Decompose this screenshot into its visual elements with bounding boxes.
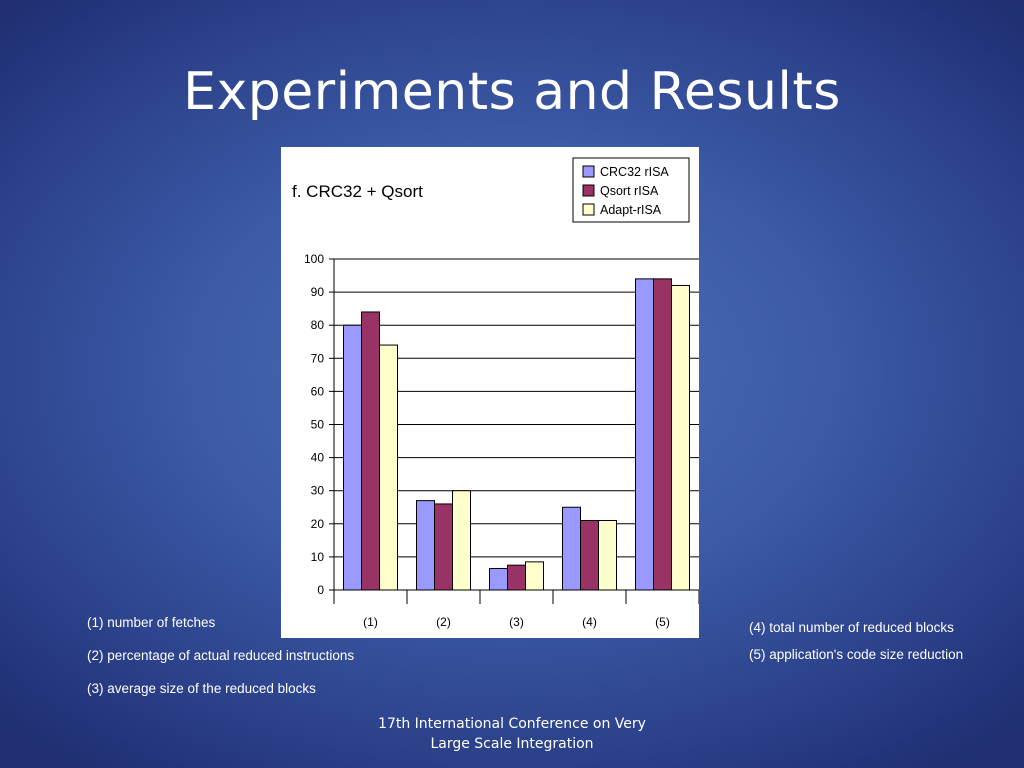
- chart-panel: f. CRC32 + Qsort 0 10 20 30 40 50 60 70 80 90 100 (…: [281, 147, 699, 638]
- note-5: (5) application's code size reduction: [749, 647, 964, 662]
- bar: [671, 284, 690, 591]
- slide-title: Experiments and Results: [183, 62, 841, 122]
- y-tick-label: 30: [311, 484, 325, 498]
- legend-label: CRC32 rISA: [600, 165, 669, 179]
- bar: [434, 503, 453, 591]
- bar: [562, 506, 581, 591]
- y-tick-label: 50: [311, 418, 325, 432]
- legend-label: Adapt-rISA: [600, 203, 662, 217]
- note-2: (2) percentage of actual reduced instruc…: [87, 648, 355, 663]
- x-tick-label: (5): [655, 615, 670, 629]
- bar: [361, 311, 380, 591]
- note-1: (1) number of fetches: [87, 615, 216, 630]
- bar: [598, 519, 617, 591]
- bar: [580, 519, 599, 591]
- footer-line-2: Large Scale Integration: [430, 736, 594, 752]
- note-3: (3) average size of the reduced blocks: [87, 681, 316, 696]
- bar: [416, 500, 435, 591]
- legend-swatch: [582, 165, 595, 178]
- footer: 17th International Conference on Very La…: [0, 714, 1024, 754]
- bar: [525, 561, 544, 591]
- bar: [489, 567, 508, 591]
- x-tick-label: (1): [363, 615, 378, 629]
- y-tick-label: 80: [311, 318, 325, 332]
- y-tick-label: 20: [311, 517, 325, 531]
- y-tick-label: 90: [311, 285, 325, 299]
- legend: CRC32 rISA Qsort rISA Adapt-rISA: [572, 157, 690, 223]
- axes: 0 10 20 30 40 50 60 70 80 90 100 (1) (2) (3) (4) (5): [304, 252, 699, 629]
- y-tick-label: 60: [311, 384, 325, 398]
- x-tick-label: (4): [582, 615, 597, 629]
- x-tick-label: (2): [436, 615, 451, 629]
- bar: [635, 278, 654, 591]
- note-4: (4) total number of reduced blocks: [749, 620, 954, 635]
- bar: [653, 278, 672, 591]
- legend-swatch: [582, 203, 595, 216]
- legend-swatch: [582, 184, 595, 197]
- y-tick-label: 100: [304, 252, 324, 266]
- bar: [343, 324, 362, 591]
- y-tick-label: 0: [317, 583, 324, 597]
- bar-chart: f. CRC32 + Qsort 0 10 20 30 40 50 60 70 80 90 100 (…: [292, 157, 699, 629]
- y-tick-label: 70: [311, 351, 325, 365]
- bar: [379, 344, 398, 591]
- footer-line-1: 17th International Conference on Very: [378, 716, 646, 732]
- legend-label: Qsort rISA: [600, 184, 659, 198]
- y-tick-label: 40: [311, 451, 325, 465]
- bar: [452, 490, 471, 591]
- bar: [507, 564, 526, 591]
- y-tick-label: 10: [311, 550, 325, 564]
- chart-title: f. CRC32 + Qsort: [292, 182, 423, 201]
- x-tick-label: (3): [509, 615, 524, 629]
